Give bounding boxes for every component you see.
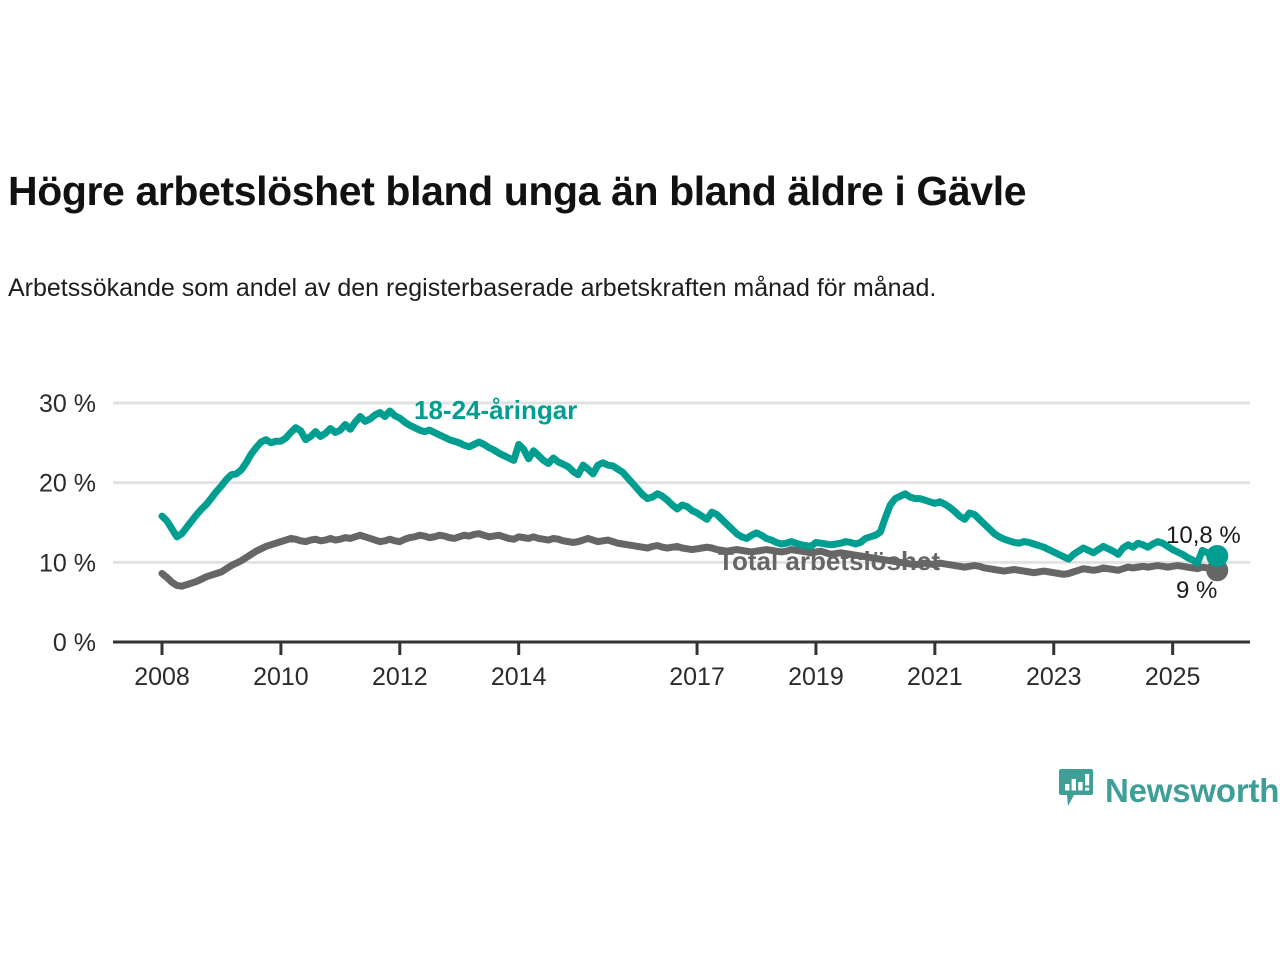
x-axis-tick-label: 2025 bbox=[1145, 663, 1201, 691]
endpoint-dot-young bbox=[1206, 544, 1229, 567]
y-axis-tick-label: 20 % bbox=[39, 470, 96, 498]
series-line-total bbox=[158, 530, 1221, 590]
chart-svg: 0 % 10 % 20 % 30 % 2008 2010 2012 2014 2017 2019… bbox=[39, 390, 1250, 691]
x-axis-tick-label: 2012 bbox=[372, 663, 428, 691]
x-axis-tick-label: 2017 bbox=[669, 663, 725, 691]
series-label-total: Total arbetslöshet bbox=[718, 546, 940, 576]
x-axis-tick-label: 2023 bbox=[1026, 663, 1082, 691]
page-title: Högre arbetslöshet bland unga än bland ä… bbox=[8, 168, 1027, 215]
x-axis-labels: 2008 2010 2012 2014 2017 2019 2021 2023 2025 bbox=[134, 663, 1200, 691]
x-axis-ticks bbox=[160, 642, 1175, 655]
y-axis-tick-label: 10 % bbox=[39, 549, 96, 577]
line-chart: 0 % 10 % 20 % 30 % 2008 2010 2012 2014 2017 2019… bbox=[0, 375, 1280, 695]
x-axis-tick-label: 2014 bbox=[491, 663, 547, 691]
x-axis-tick-label: 2010 bbox=[253, 663, 309, 691]
y-axis-labels: 0 % 10 % 20 % 30 % bbox=[39, 390, 96, 657]
page-subtitle: Arbetssökande som andel av den registerb… bbox=[8, 274, 937, 302]
series-label-young: 18-24-åringar bbox=[414, 395, 577, 425]
logo-wordmark: Newsworthy bbox=[1105, 771, 1280, 809]
newsworthy-bar-chart-bubble-icon bbox=[1058, 768, 1094, 813]
newsworthy-logo: Newsworthy bbox=[1058, 768, 1280, 813]
series-line-young bbox=[158, 407, 1221, 567]
gridlines bbox=[113, 401, 1250, 564]
y-axis-tick-label: 30 % bbox=[39, 390, 96, 418]
x-axis-tick-label: 2008 bbox=[134, 663, 190, 691]
logo-glyph bbox=[1059, 769, 1093, 806]
end-value-label-young: 10,8 % bbox=[1166, 522, 1241, 549]
end-value-label-total: 9 % bbox=[1176, 577, 1217, 604]
x-axis-tick-label: 2019 bbox=[788, 663, 844, 691]
y-axis-tick-label: 0 % bbox=[53, 629, 96, 657]
x-axis-tick-label: 2021 bbox=[907, 663, 963, 691]
